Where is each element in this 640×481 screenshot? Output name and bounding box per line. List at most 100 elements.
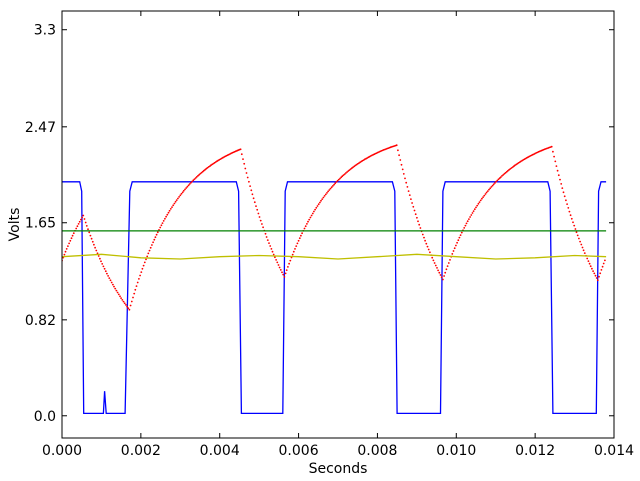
- data-point: [395, 144, 398, 147]
- data-point: [575, 231, 578, 234]
- data-point: [313, 210, 315, 213]
- data-point: [574, 228, 577, 230]
- data-point: [439, 274, 442, 276]
- data-point: [162, 220, 165, 222]
- data-point: [421, 233, 424, 236]
- data-point: [287, 266, 289, 268]
- data-point: [330, 186, 333, 189]
- data-point: [320, 199, 322, 202]
- data-point: [199, 172, 202, 175]
- data-point: [468, 218, 470, 221]
- y-tick-label: 2.47: [25, 120, 56, 136]
- data-point: [77, 223, 80, 225]
- data-point: [342, 174, 345, 177]
- data-point: [100, 260, 102, 263]
- data-point: [336, 179, 339, 182]
- data-point: [135, 285, 138, 287]
- data-point: [407, 190, 410, 193]
- data-point: [419, 227, 422, 229]
- data-point: [498, 177, 501, 180]
- data-point: [248, 180, 250, 183]
- data-point: [166, 213, 169, 216]
- data-point: [103, 267, 106, 270]
- data-point: [126, 305, 128, 308]
- data-point: [297, 239, 300, 242]
- data-point: [99, 257, 101, 260]
- data-point: [438, 271, 441, 274]
- data-point: [303, 227, 306, 230]
- data-point: [147, 252, 150, 255]
- data-point: [576, 234, 579, 237]
- data-point: [102, 265, 105, 268]
- data-point: [507, 169, 509, 172]
- data-point: [72, 232, 75, 235]
- x-tick-label: 0.000: [42, 443, 82, 459]
- series-3-line: [62, 253, 607, 260]
- data-point: [69, 239, 72, 242]
- data-point: [242, 158, 244, 161]
- data-point: [145, 258, 147, 261]
- data-point: [269, 245, 272, 247]
- data-point: [425, 242, 428, 245]
- data-point: [554, 160, 557, 163]
- data-point: [322, 196, 325, 199]
- data-point: [141, 267, 144, 270]
- data-point: [296, 242, 299, 245]
- data-point: [250, 189, 253, 192]
- data-point: [270, 248, 273, 250]
- data-point: [164, 217, 166, 220]
- data-point: [458, 236, 461, 239]
- data-point: [171, 206, 173, 209]
- data-point: [418, 223, 421, 226]
- data-point: [281, 271, 283, 274]
- data-point: [239, 148, 242, 151]
- data-point: [489, 187, 492, 190]
- data-point: [255, 205, 257, 208]
- data-point: [593, 272, 596, 275]
- data-point: [586, 257, 589, 260]
- data-point: [154, 236, 157, 239]
- data-point: [84, 221, 87, 224]
- data-point: [148, 249, 151, 252]
- data-point: [191, 180, 194, 183]
- data-point: [335, 181, 338, 183]
- data-point: [453, 247, 456, 250]
- data-point: [175, 199, 178, 202]
- data-point: [573, 224, 576, 227]
- data-point: [343, 173, 346, 176]
- data-point: [560, 183, 563, 185]
- data-point: [245, 172, 248, 174]
- data-point: [75, 227, 78, 230]
- data-point: [181, 191, 184, 194]
- data-point: [570, 217, 573, 220]
- data-point: [431, 256, 434, 259]
- data-point: [285, 269, 288, 271]
- data-point: [413, 209, 416, 212]
- data-point: [256, 208, 259, 211]
- data-point: [565, 199, 567, 202]
- data-point: [240, 153, 243, 156]
- x-tick-label: 0.010: [436, 443, 476, 459]
- data-point: [598, 275, 600, 278]
- data-point: [504, 171, 507, 174]
- y-axis-label: Volts: [7, 208, 23, 242]
- data-point: [503, 172, 506, 175]
- series-0-line: [62, 181, 607, 415]
- data-point: [85, 225, 88, 227]
- data-point: [557, 174, 560, 177]
- data-point: [414, 213, 417, 216]
- data-point: [300, 234, 302, 237]
- data-point: [319, 201, 321, 204]
- data-point: [459, 234, 462, 237]
- data-point: [457, 239, 460, 242]
- data-point: [165, 215, 168, 218]
- series-1-points: [62, 144, 606, 311]
- data-point: [188, 183, 191, 185]
- data-point: [404, 177, 406, 180]
- data-point: [261, 223, 263, 225]
- data-point: [592, 270, 594, 272]
- data-point: [466, 220, 469, 223]
- data-point: [452, 250, 455, 252]
- data-point: [279, 269, 282, 271]
- data-point: [588, 262, 591, 265]
